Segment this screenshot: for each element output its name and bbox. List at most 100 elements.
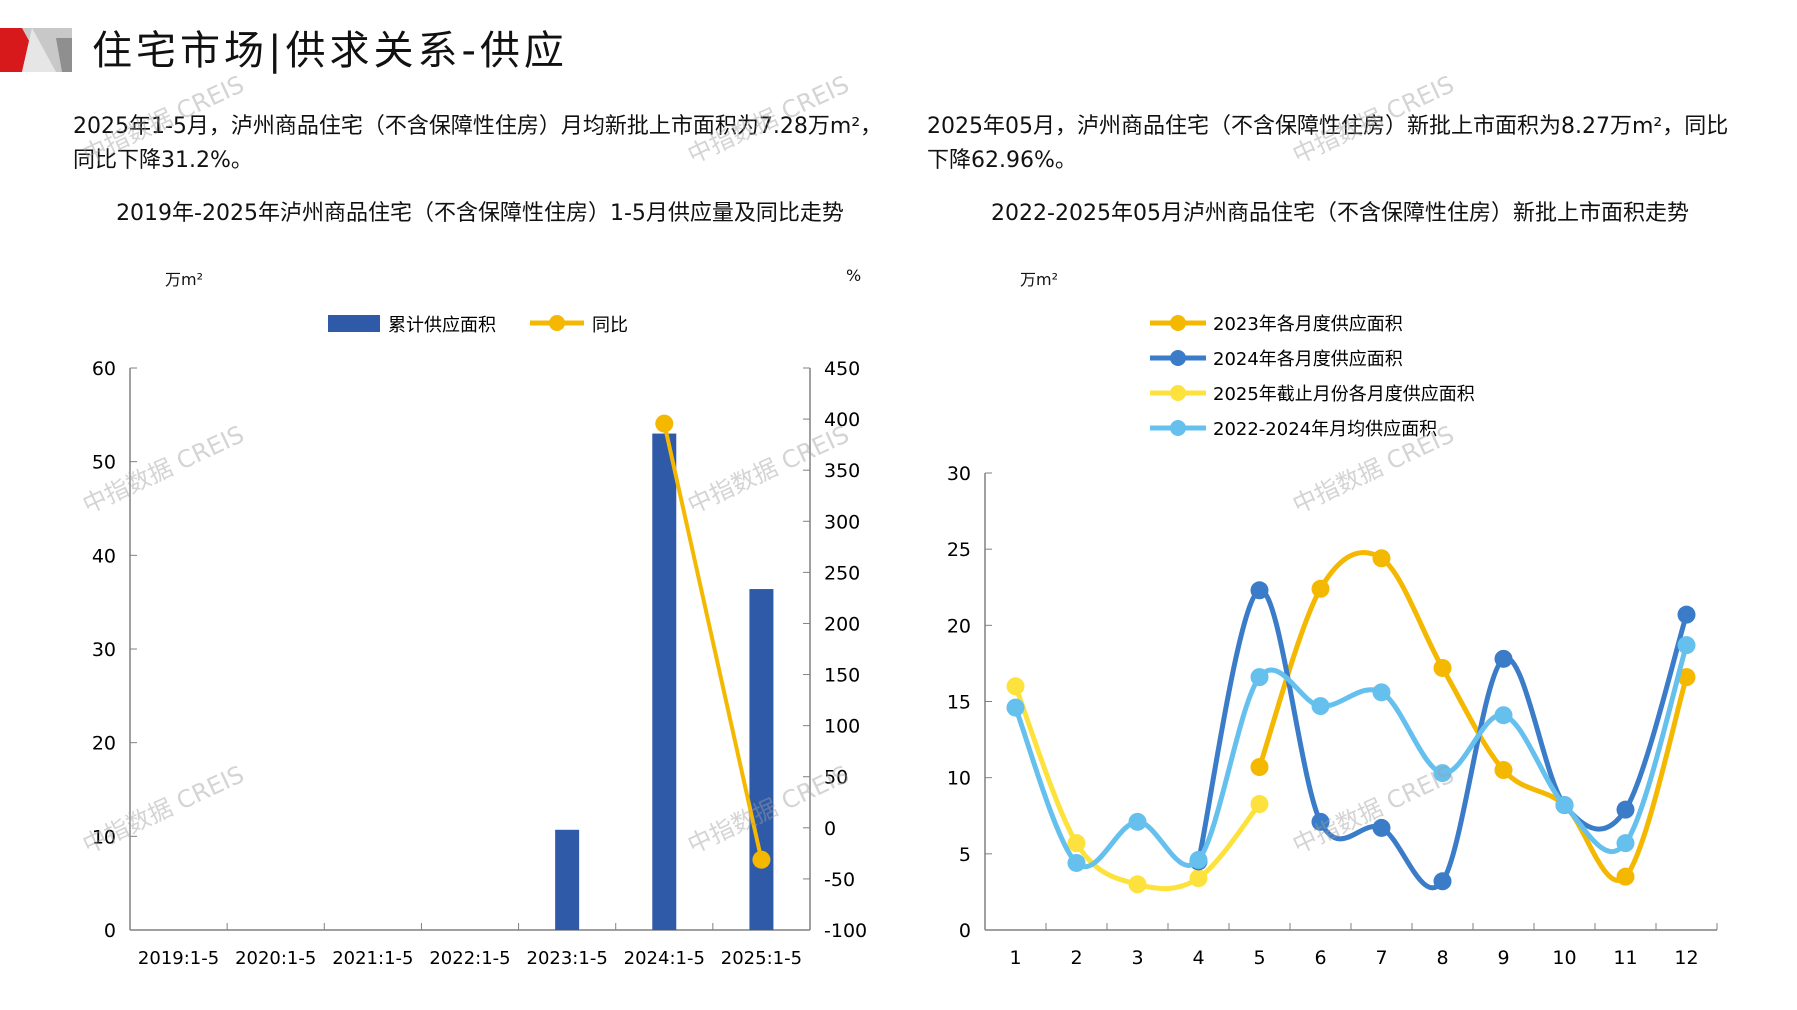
legend-bar-swatch: [328, 315, 380, 332]
legend-yoy-marker: [549, 315, 565, 331]
y2-tick-label: 400: [824, 409, 860, 431]
y2-tick-label: 100: [824, 716, 860, 738]
series-point-3: [1189, 850, 1208, 869]
chart-title-right: 2022-2025年05月泸州商品住宅（不含保障性住房）新批上市面积走势: [991, 201, 1689, 226]
series-point-0: [1433, 658, 1452, 677]
legend-marker-2: [1170, 385, 1186, 401]
series-point-0: [1677, 668, 1696, 687]
x-tick-label: 2021:1-5: [332, 948, 413, 969]
y-tick-label: 40: [92, 545, 116, 567]
bar-2024:1-5: [652, 433, 677, 930]
series-point-3: [1067, 853, 1086, 872]
yoy-point: [655, 414, 674, 433]
series-point-3: [1250, 668, 1269, 687]
right-chart-axis-unit: 万m²: [1020, 270, 1059, 289]
legend-marker-1: [1170, 350, 1186, 366]
series-point-3: [1555, 796, 1574, 815]
series-point-1: [1250, 581, 1269, 600]
series-point-3: [1372, 683, 1391, 702]
x-tick-label: 8: [1436, 947, 1448, 969]
y-tick-label: 25: [947, 539, 971, 561]
x-tick-label: 1: [1009, 947, 1021, 969]
y-tick-label: 0: [959, 920, 971, 942]
x-tick-label: 5: [1253, 947, 1265, 969]
yoy-point: [752, 850, 771, 869]
legend-marker-0: [1170, 315, 1186, 331]
series-point-1: [1372, 818, 1391, 837]
series-point-3: [1006, 698, 1025, 717]
y-tick-label: 0: [104, 920, 116, 942]
y2-tick-label: -50: [824, 869, 855, 891]
legend-label: 2024年各月度供应面积: [1213, 349, 1403, 370]
series-point-3: [1616, 834, 1635, 853]
x-tick-label: 4: [1192, 947, 1204, 969]
legend-label: 2025年截止月份各月度供应面积: [1213, 384, 1475, 405]
y-tick-label: 10: [92, 826, 116, 848]
y2-tick-label: 350: [824, 460, 860, 482]
y-tick-label: 30: [947, 463, 971, 485]
summary-left: 2025年1-5月，泸州商品住宅（不含保障性住房）月均新批上市面积为7.28万m…: [73, 114, 883, 173]
series-point-2: [1067, 834, 1086, 853]
legend-bar-label: 累计供应面积: [388, 315, 496, 336]
series-point-0: [1494, 761, 1513, 780]
x-tick-label: 12: [1674, 947, 1698, 969]
bar-2023:1-5: [555, 829, 580, 930]
legend-label: 2023年各月度供应面积: [1213, 314, 1403, 335]
series-point-0: [1311, 579, 1330, 598]
legend-label: 2022-2024年月均供应面积: [1213, 419, 1437, 440]
x-tick-label: 7: [1375, 947, 1387, 969]
y-tick-label: 60: [92, 358, 116, 380]
y2-tick-label: -100: [824, 920, 867, 942]
y-tick-label: 20: [92, 733, 116, 755]
x-tick-label: 2020:1-5: [235, 948, 316, 969]
x-tick-label: 10: [1552, 947, 1576, 969]
series-point-3: [1433, 764, 1452, 783]
summary-right: 2025年05月，泸州商品住宅（不含保障性住房）新批上市面积为8.27万m²，同…: [927, 114, 1729, 173]
legend-marker-3: [1170, 420, 1186, 436]
series-point-3: [1128, 812, 1147, 831]
bar-2025:1-5: [749, 589, 774, 930]
series-point-0: [1616, 867, 1635, 886]
y2-tick-label: 200: [824, 613, 860, 635]
y-tick-label: 20: [947, 615, 971, 637]
y2-tick-label: 150: [824, 665, 860, 687]
right-axis-unit: %: [846, 266, 862, 285]
series-point-2: [1189, 869, 1208, 888]
y-tick-label: 30: [92, 639, 116, 661]
x-tick-label: 2: [1070, 947, 1082, 969]
y-tick-label: 50: [92, 452, 116, 474]
series-point-3: [1677, 636, 1696, 655]
series-point-1: [1677, 605, 1696, 624]
series-point-0: [1250, 758, 1269, 777]
y2-tick-label: 300: [824, 511, 860, 533]
series-point-3: [1311, 697, 1330, 716]
x-tick-label: 9: [1497, 947, 1509, 969]
series-line-1: [1196, 587, 1689, 891]
series-point-3: [1494, 706, 1513, 725]
x-tick-label: 11: [1613, 947, 1637, 969]
y2-tick-label: 250: [824, 562, 860, 584]
series-point-0: [1372, 549, 1391, 568]
x-tick-label: 2025:1-5: [721, 948, 802, 969]
series-line-3: [1013, 644, 1689, 869]
chart-title-left: 2019年-2025年泸州商品住宅（不含保障性住房）1-5月供应量及同比走势: [116, 201, 844, 226]
x-tick-label: 6: [1314, 947, 1326, 969]
series-point-1: [1494, 649, 1513, 668]
y-tick-label: 10: [947, 768, 971, 790]
x-tick-label: 3: [1131, 947, 1143, 969]
yoy-line: [662, 423, 764, 861]
series-point-1: [1311, 812, 1330, 831]
y2-tick-label: 0: [824, 818, 836, 840]
x-tick-label: 2019:1-5: [138, 948, 219, 969]
series-point-2: [1250, 795, 1269, 814]
series-point-2: [1128, 875, 1147, 894]
x-tick-label: 2023:1-5: [527, 948, 608, 969]
left-axis-unit: 万m²: [165, 270, 204, 289]
page-title: 住宅市场|供求关系-供应: [92, 28, 568, 74]
legend-yoy-label: 同比: [592, 315, 628, 336]
y-tick-label: 5: [959, 844, 971, 866]
x-tick-label: 2024:1-5: [624, 948, 705, 969]
x-tick-label: 2022:1-5: [429, 948, 510, 969]
series-point-1: [1616, 800, 1635, 819]
